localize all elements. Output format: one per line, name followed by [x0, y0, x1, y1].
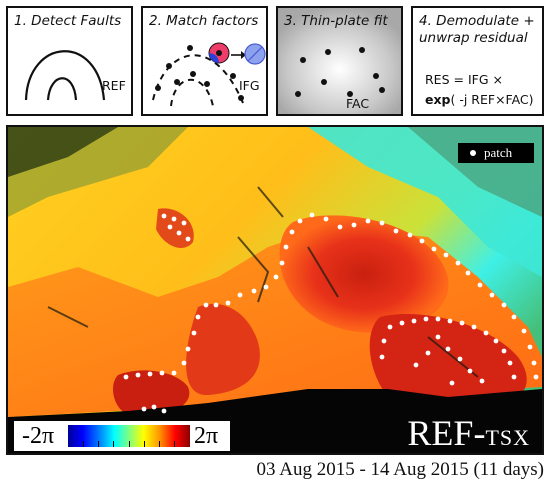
phase-map-image: [8, 127, 542, 453]
fac-label: FAC: [346, 96, 370, 111]
panel-thin-plate-fit: 3. Thin-plate fit FAC: [276, 6, 403, 116]
panel-title-line: 4. Demodulate +: [419, 13, 535, 29]
panel-title: 1. Detect Faults: [14, 13, 122, 29]
equation-rest: ( -j REF×FAC): [450, 92, 534, 107]
equation-exp: exp: [425, 92, 451, 107]
phase-map: patch -2π 2π REF-TSX: [6, 125, 544, 455]
scene-label: REF-TSX: [407, 412, 530, 453]
scene-label-main: REF-: [407, 413, 486, 453]
panel-title: 2. Match factors: [149, 13, 259, 29]
panel-title: 3. Thin-plate fit: [284, 13, 388, 29]
panel-match-factors: 2. Match factors IFG: [141, 6, 268, 116]
colorbar: -2π 2π: [14, 421, 230, 451]
patch-markers: [123, 212, 539, 414]
date-range: 03 Aug 2015 - 14 Aug 2015 (11 days): [256, 459, 544, 480]
panel-title: 4. Demodulate + unwrap residual: [419, 13, 535, 47]
panel-title-line: unwrap residual: [419, 30, 528, 46]
panel-detect-faults: 1. Detect Faults REF: [6, 6, 133, 116]
equation-line-2: exp( -j REF×FAC): [425, 90, 534, 110]
equation-line-1: RES = IFG ×: [425, 72, 503, 87]
map-legend: patch: [458, 143, 534, 163]
ifg-label: IFG: [239, 78, 260, 93]
fault-curves: [24, 50, 106, 101]
colorbar-max-label: 2π: [194, 423, 219, 449]
equation: RES = IFG × exp( -j REF×FAC): [425, 70, 534, 110]
matching-curves: [152, 42, 266, 107]
colorbar-ticks: [68, 441, 190, 447]
ref-label: REF: [102, 78, 126, 93]
panel-demodulate: 4. Demodulate + unwrap residual RES = IF…: [411, 6, 544, 116]
surface-fit: [278, 8, 401, 114]
colorbar-min-label: -2π: [22, 423, 55, 449]
patch-dot-icon: [470, 150, 476, 156]
scene-label-sub: TSX: [485, 425, 530, 450]
legend-label: patch: [484, 145, 513, 160]
